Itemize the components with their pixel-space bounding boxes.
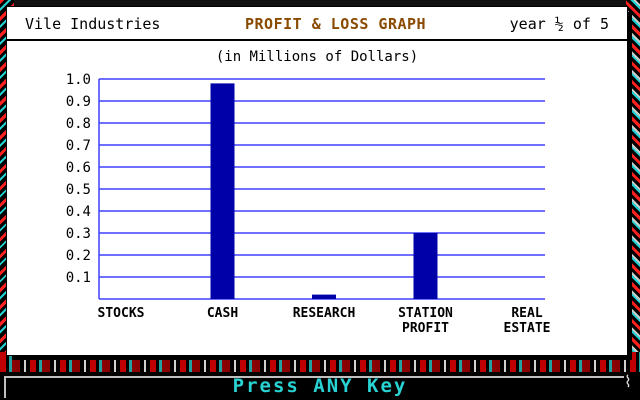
bar [413,233,438,299]
y-tick-label: 0.5 [66,182,91,198]
dialog-header: Vile Industries PROFIT & LOSS GRAPH year… [7,7,627,41]
bar [210,83,235,300]
company-name: Vile Industries [25,15,161,33]
profit-loss-chart: 0.1 0.2 0.3 0.4 0.5 0.6 0.7 0.8 0.9 1.0 STOCKS CASH… [66,72,551,336]
x-category-label: ESTATE [504,321,551,336]
y-tick-label: 0.3 [66,226,91,242]
bar [312,294,336,299]
year-indicator: year ½ of 5 [509,15,609,33]
cursor-icon: ⌇ [624,372,632,391]
dialog-title: PROFIT & LOSS GRAPH [245,15,427,33]
x-category-label: STATION [398,306,453,321]
y-tick-label: 0.8 [66,116,91,132]
y-tick-label: 0.4 [66,204,91,220]
x-category-label: RESEARCH [293,306,356,321]
x-category-label: STOCKS [98,306,145,321]
x-category-label: REAL [511,306,542,321]
y-tick-label: 0.9 [66,94,91,110]
x-category-label: PROFIT [402,321,449,336]
profit-loss-dialog: Vile Industries PROFIT & LOSS GRAPH year… [6,6,628,356]
y-tick-label: 0.6 [66,160,91,176]
chart-subtitle: (in Millions of Dollars) [215,49,419,65]
y-tick-label: 1.0 [66,72,91,88]
y-tick-label: 0.1 [66,270,91,286]
footer-frame [4,376,624,398]
y-tick-label: 0.2 [66,248,91,264]
press-any-key-prompt[interactable]: Press ANY Key [232,375,408,397]
y-tick-label: 0.7 [66,138,91,154]
x-category-label: CASH [207,306,238,321]
